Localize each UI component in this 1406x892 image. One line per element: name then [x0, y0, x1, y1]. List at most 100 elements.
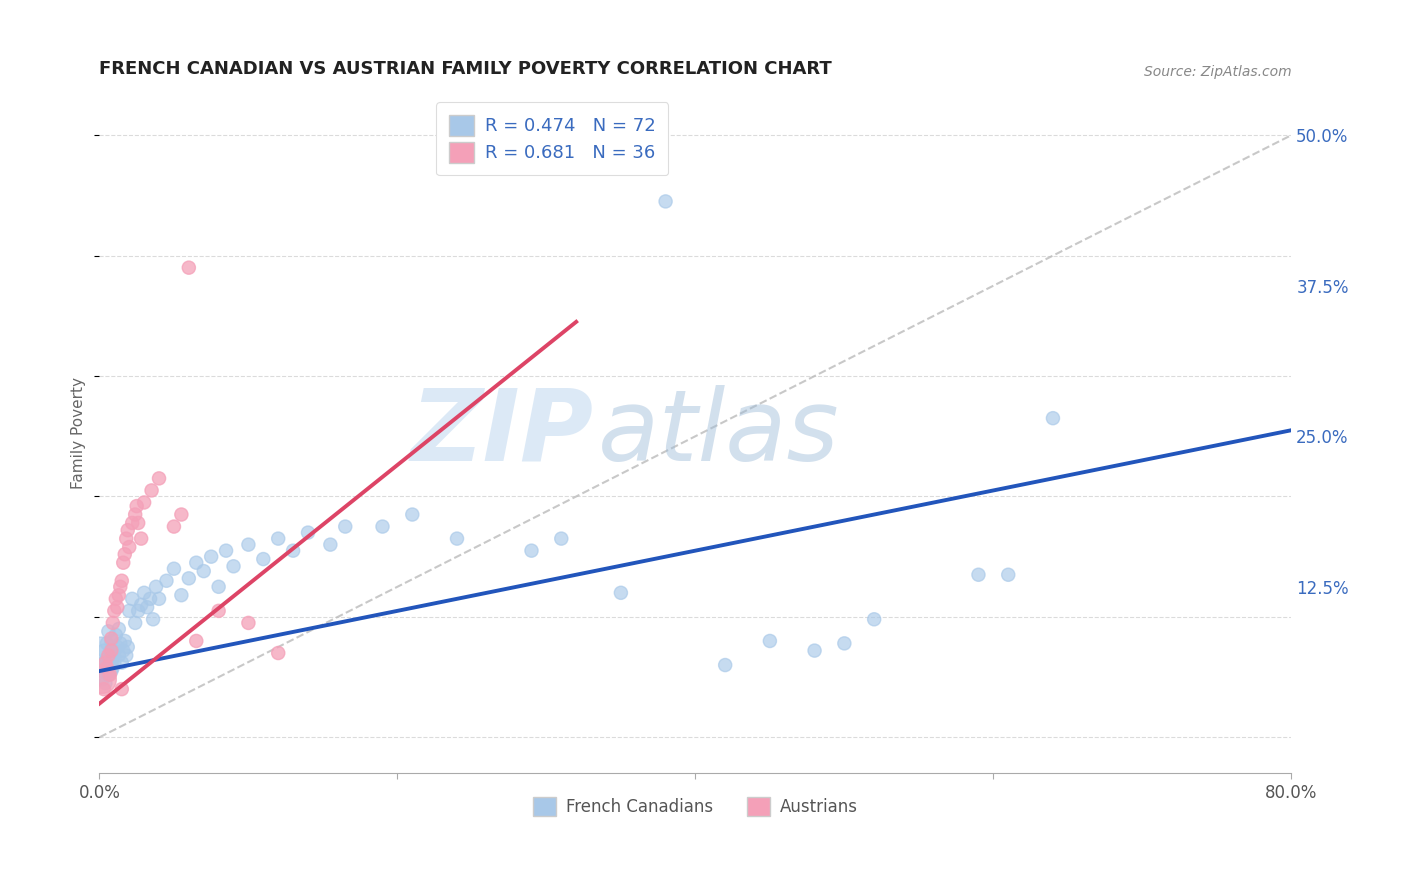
Point: [654, 194, 676, 209]
Point: [115, 532, 138, 546]
Point: [148, 591, 170, 606]
Point: [129, 598, 152, 612]
Point: [111, 656, 134, 670]
Point: [104, 591, 127, 606]
Point: [193, 564, 215, 578]
Text: atlas: atlas: [598, 384, 839, 482]
Point: [107, 622, 129, 636]
Point: [177, 260, 200, 275]
Point: [111, 682, 134, 697]
Point: [281, 543, 304, 558]
Point: [112, 556, 135, 570]
Point: [101, 660, 124, 674]
Text: FRENCH CANADIAN VS AUSTRIAN FAMILY POVERTY CORRELATION CHART: FRENCH CANADIAN VS AUSTRIAN FAMILY POVER…: [100, 60, 832, 78]
Point: [114, 547, 136, 561]
Y-axis label: Family Poverty: Family Poverty: [72, 377, 86, 489]
Point: [252, 552, 274, 566]
Point: [997, 567, 1019, 582]
Point: [297, 525, 319, 540]
Text: ZIP: ZIP: [411, 384, 595, 482]
Point: [117, 640, 139, 654]
Point: [93, 643, 115, 657]
Point: [98, 646, 121, 660]
Point: [118, 540, 141, 554]
Point: [446, 532, 468, 546]
Point: [145, 580, 167, 594]
Point: [114, 634, 136, 648]
Point: [93, 656, 115, 670]
Point: [141, 483, 163, 498]
Point: [134, 586, 156, 600]
Point: [94, 660, 117, 674]
Point: [136, 600, 159, 615]
Point: [117, 523, 139, 537]
Point: [101, 648, 124, 663]
Point: [1042, 411, 1064, 425]
Point: [163, 562, 186, 576]
Point: [96, 636, 118, 650]
Point: [170, 588, 193, 602]
Point: [714, 658, 737, 673]
Point: [163, 519, 186, 533]
Point: [121, 591, 143, 606]
Point: [401, 508, 423, 522]
Point: [107, 648, 129, 663]
Point: [267, 646, 290, 660]
Point: [107, 588, 129, 602]
Point: [134, 495, 156, 509]
Point: [100, 632, 122, 646]
Point: [124, 615, 146, 630]
Point: [97, 667, 120, 681]
Point: [371, 519, 394, 533]
Point: [335, 519, 357, 533]
Point: [129, 532, 152, 546]
Point: [967, 567, 990, 582]
Point: [127, 604, 149, 618]
Legend: French Canadians, Austrians: French Canadians, Austrians: [526, 790, 865, 823]
Point: [319, 538, 342, 552]
Point: [96, 660, 118, 674]
Point: [100, 634, 122, 648]
Point: [103, 604, 125, 618]
Point: [94, 676, 117, 690]
Point: [610, 586, 633, 600]
Point: [267, 532, 290, 546]
Point: [863, 612, 886, 626]
Point: [125, 499, 148, 513]
Point: [177, 571, 200, 585]
Point: [94, 656, 117, 670]
Point: [97, 624, 120, 639]
Point: [200, 549, 222, 564]
Point: [118, 604, 141, 618]
Point: [127, 516, 149, 530]
Point: [803, 643, 825, 657]
Point: [103, 656, 125, 670]
Point: [121, 516, 143, 530]
Point: [105, 600, 128, 615]
Point: [215, 543, 238, 558]
Point: [111, 574, 134, 588]
Point: [93, 682, 115, 697]
Point: [142, 612, 165, 626]
Point: [96, 652, 118, 666]
Point: [103, 643, 125, 657]
Point: [222, 559, 245, 574]
Point: [207, 604, 229, 618]
Point: [834, 636, 856, 650]
Point: [186, 634, 208, 648]
Point: [97, 648, 120, 663]
Point: [104, 628, 127, 642]
Point: [100, 643, 122, 657]
Point: [98, 667, 121, 681]
Point: [101, 615, 124, 630]
Point: [207, 580, 229, 594]
Point: [115, 648, 138, 663]
Point: [186, 556, 208, 570]
Point: [148, 471, 170, 485]
Point: [90, 648, 112, 663]
Point: [170, 508, 193, 522]
Point: [124, 508, 146, 522]
Text: Source: ZipAtlas.com: Source: ZipAtlas.com: [1143, 65, 1291, 79]
Point: [759, 634, 782, 648]
Point: [91, 664, 114, 678]
